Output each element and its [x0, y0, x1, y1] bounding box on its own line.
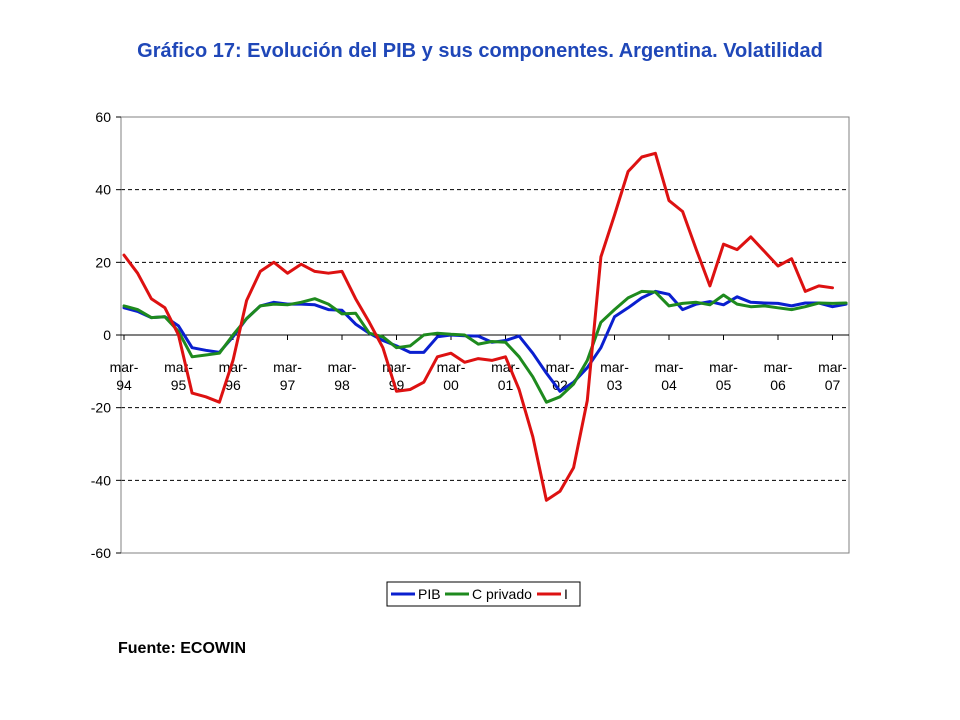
x-tick-label: mar-	[764, 359, 793, 375]
x-tick-label: mar-	[437, 359, 466, 375]
x-tick-label: 03	[607, 377, 623, 393]
axes: 60 40 20 0 -20 -40 -60 mar- 94 mar- 95 mar- 96 mar- 97…	[91, 109, 850, 561]
series-line-c-privado	[122, 289, 848, 404]
x-tick-label: mar-	[273, 359, 302, 375]
x-tick-label: mar-	[818, 359, 847, 375]
x-tick-label: 94	[116, 377, 132, 393]
legend: PIB C privado I	[386, 581, 581, 607]
x-tick-label: 00	[443, 377, 459, 393]
x-tick-label: mar-	[110, 359, 139, 375]
y-tick-label: -40	[91, 472, 111, 488]
x-tick-label: 06	[770, 377, 786, 393]
x-tick-label: 04	[661, 377, 677, 393]
x-tick-label: mar-	[164, 359, 193, 375]
x-tick-label: mar-	[546, 359, 575, 375]
series-lines	[122, 151, 848, 502]
x-tick-label: 97	[280, 377, 296, 393]
legend-label: C privado	[472, 586, 532, 602]
x-tick-label: 98	[334, 377, 350, 393]
x-tick-label: 07	[825, 377, 841, 393]
x-tick-label: mar-	[655, 359, 684, 375]
source-note: Fuente: ECOWIN	[118, 640, 246, 657]
x-tick-label: 05	[716, 377, 732, 393]
x-tick-label: mar-	[600, 359, 629, 375]
y-tick-label: 60	[95, 109, 111, 125]
x-tick-label: mar-	[328, 359, 357, 375]
x-tick-label: 96	[225, 377, 241, 393]
legend-label: I	[564, 586, 568, 602]
gridlines	[121, 189, 849, 481]
x-tick-label: mar-	[709, 359, 738, 375]
chart-title: Gráfico 17: Evolución del PIB y sus comp…	[137, 40, 823, 62]
y-tick-label: -20	[91, 400, 111, 416]
x-tick-label: mar-	[491, 359, 520, 375]
x-tick-label: 01	[498, 377, 514, 393]
x-tick-label: mar-	[219, 359, 248, 375]
y-tick-label: 40	[95, 182, 111, 198]
legend-label: PIB	[418, 586, 441, 602]
y-tick-label: 20	[95, 254, 111, 270]
y-tick-label: 0	[103, 327, 111, 343]
y-tick-label: -60	[91, 545, 111, 561]
x-tick-label: 95	[171, 377, 187, 393]
series-line-i	[122, 151, 834, 502]
